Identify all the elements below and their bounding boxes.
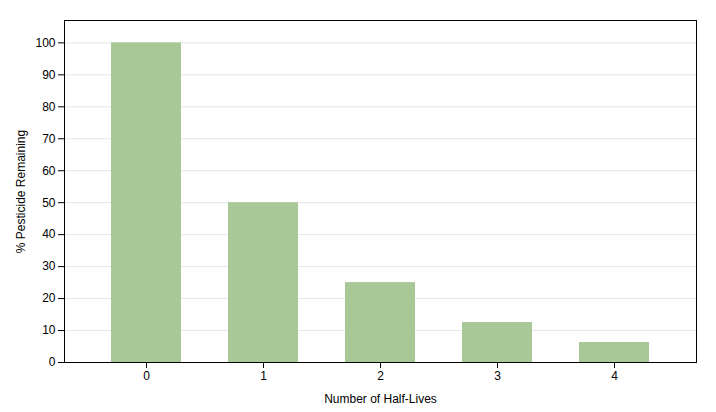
svg-text:100: 100 [35,36,55,50]
svg-text:30: 30 [42,259,56,273]
svg-text:3: 3 [494,369,501,383]
svg-text:80: 80 [42,100,56,114]
svg-text:2: 2 [377,369,384,383]
svg-text:Number of Half-Lives: Number of Half-Lives [324,392,437,406]
svg-text:4: 4 [611,369,618,383]
svg-text:90: 90 [42,68,56,82]
svg-text:% Pesticide Remaining: % Pesticide Remaining [14,130,28,253]
svg-text:70: 70 [42,132,56,146]
svg-text:0: 0 [143,369,150,383]
svg-text:0: 0 [49,355,56,369]
svg-text:40: 40 [42,227,56,241]
svg-text:1: 1 [260,369,267,383]
svg-text:50: 50 [42,196,56,210]
svg-text:10: 10 [42,323,56,337]
svg-text:60: 60 [42,164,56,178]
svg-text:20: 20 [42,291,56,305]
